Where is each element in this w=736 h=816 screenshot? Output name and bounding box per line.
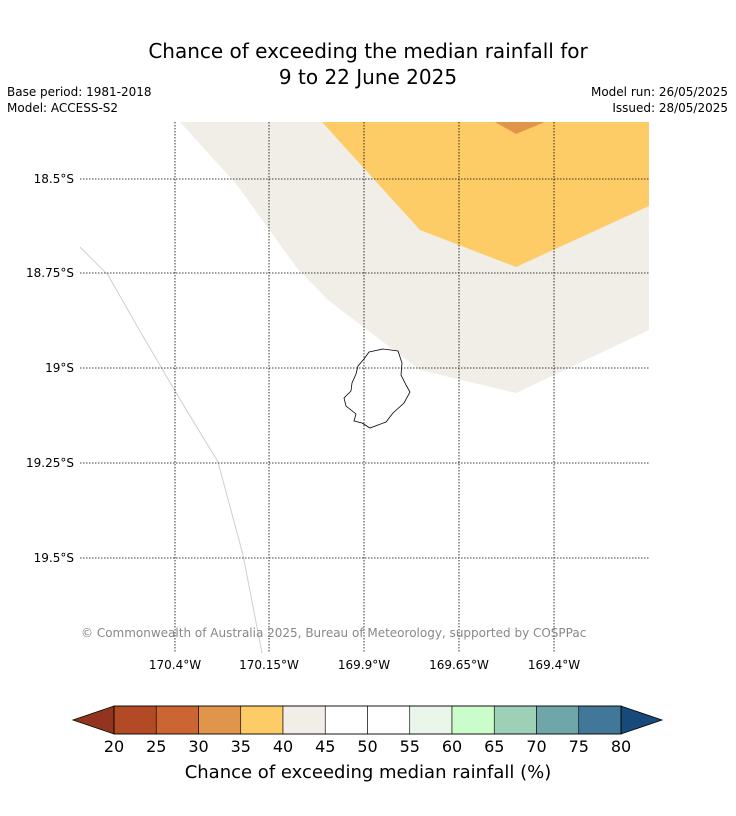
title-line-2: 9 to 22 June 2025 [278,65,458,89]
colorbar-tick-label: 30 [188,737,208,756]
colorbar-segments [113,705,622,735]
map-area [80,122,649,653]
base-period-text: Base period: 1981-2018 [7,85,152,99]
boundary-line [80,246,263,653]
colorbar-segment [536,705,580,735]
model-run-text: Model run: 26/05/2025 [590,85,728,99]
probability-band-30-35 [495,122,545,134]
colorbar-tick-label: 75 [569,737,589,756]
colorbar-tick-label: 40 [273,737,293,756]
colorbar-tick-label: 20 [104,737,124,756]
colorbar-tick-labels: 20 25 30 35 40 45 50 55 60 65 70 75 80 [104,737,631,756]
lon-label: 170.15°W [239,658,299,672]
colorbar-tick-label: 80 [611,737,631,756]
lat-label: 19°S [45,361,74,375]
lat-label: 18.75°S [26,266,74,280]
colorbar-segment [367,705,411,735]
niue-island-outline [343,348,411,429]
colorbar-over-arrow [620,705,664,735]
colorbar-segment [198,705,242,735]
colorbar-tick-label: 65 [484,737,504,756]
colorbar: 20 25 30 35 40 45 50 55 60 65 70 75 80 Chance of exc… [71,705,664,783]
lon-label: 169.65°W [429,658,489,672]
colorbar-label: Chance of exceeding median rainfall (%) [185,762,552,783]
lon-label: 169.9°W [338,658,390,672]
colorbar-frame [113,705,622,735]
lat-label: 18.5°S [34,172,74,186]
gridlines [80,122,649,653]
lat-label: 19.5°S [34,551,74,565]
colorbar-tick-label: 60 [442,737,462,756]
colorbar-segment [282,705,326,735]
copyright-text: © Commonwealth of Australia 2025, Bureau… [81,626,586,640]
colorbar-segment [409,705,453,735]
colorbar-tick-label: 55 [400,737,420,756]
lon-label: 170.4°W [149,658,201,672]
chart-title: Chance of exceeding the median rainfall … [0,38,736,90]
longitude-labels: 170.4°W 170.15°W 169.9°W 169.65°W 169.4°… [149,658,580,672]
issued-text: Issued: 28/05/2025 [612,101,728,115]
colorbar-segment [451,705,495,735]
colorbar-segment [155,705,199,735]
colorbar-tick-label: 25 [146,737,166,756]
colorbar-under-arrow [71,705,115,735]
probability-band-35-40 [322,122,649,267]
latitude-labels: 18.5°S 18.75°S 19°S 19.25°S 19.5°S [26,172,74,565]
colorbar-tick-label: 45 [315,737,335,756]
colorbar-segment [240,705,284,735]
lon-label: 169.4°W [528,658,580,672]
meta-left: Base period: 1981-2018 Model: ACCESS-S2 [7,84,152,116]
colorbar-tick-label: 35 [231,737,251,756]
colorbar-segment [493,705,537,735]
title-line-1: Chance of exceeding the median rainfall … [148,39,588,63]
colorbar-tick-label: 70 [526,737,546,756]
colorbar-segment [113,705,157,735]
colorbar-segment [324,705,368,735]
lat-label: 19.25°S [26,456,74,470]
model-text: Model: ACCESS-S2 [7,101,119,115]
colorbar-tick-label: 50 [357,737,377,756]
colorbar-segment [578,705,622,735]
meta-right: Model run: 26/05/2025 Issued: 28/05/2025 [591,84,728,116]
